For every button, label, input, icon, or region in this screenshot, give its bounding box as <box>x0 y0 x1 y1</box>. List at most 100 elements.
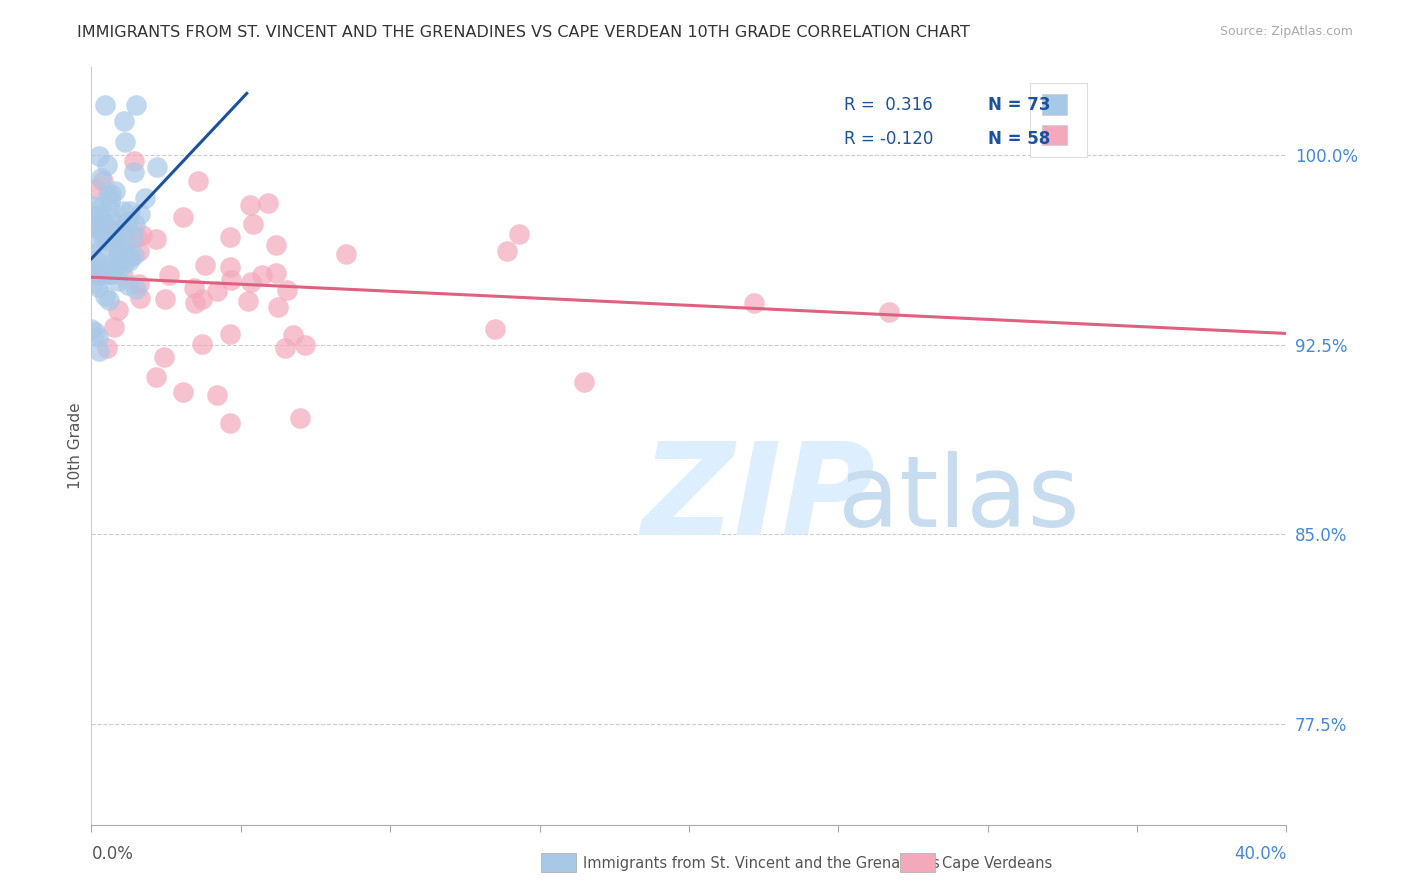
Point <box>183 281 205 295</box>
Point <box>131 227 153 242</box>
Point <box>122 230 145 244</box>
Point <box>110 239 132 253</box>
Point <box>101 239 124 253</box>
Point <box>82 276 104 290</box>
Point <box>94 289 117 303</box>
Point <box>90 223 112 237</box>
Point <box>94 229 117 244</box>
Text: IMMIGRANTS FROM ST. VINCENT AND THE GRENADINES VS CAPE VERDEAN 10TH GRADE CORREL: IMMIGRANTS FROM ST. VINCENT AND THE GREN… <box>77 25 970 40</box>
Point <box>117 254 139 268</box>
Point <box>335 247 357 261</box>
Point <box>98 202 121 217</box>
Point <box>93 215 115 229</box>
Point <box>87 268 110 282</box>
Text: R = -0.120: R = -0.120 <box>844 130 934 148</box>
Point <box>117 214 139 228</box>
Point <box>89 209 111 223</box>
Point <box>87 149 110 163</box>
Point <box>87 280 110 294</box>
Point <box>572 376 595 390</box>
Point <box>100 224 122 238</box>
Point <box>84 325 107 339</box>
Point <box>257 196 280 211</box>
Point <box>91 262 114 277</box>
Point <box>240 275 263 289</box>
Point <box>103 235 125 250</box>
Point <box>128 277 150 292</box>
Point <box>190 337 212 351</box>
Point <box>94 97 117 112</box>
Point <box>100 212 122 227</box>
Point <box>103 222 125 236</box>
Point <box>128 244 150 258</box>
Point <box>86 262 108 277</box>
Point <box>97 187 120 202</box>
Point <box>97 293 120 307</box>
Point <box>145 160 167 174</box>
Point <box>107 241 129 255</box>
Point <box>219 229 242 244</box>
Text: Source: ZipAtlas.com: Source: ZipAtlas.com <box>1219 25 1353 38</box>
Point <box>117 278 139 293</box>
Point <box>114 244 136 259</box>
Point <box>187 174 209 188</box>
Point <box>112 258 135 272</box>
Point <box>266 300 288 314</box>
Point <box>86 210 108 224</box>
Point <box>274 341 297 355</box>
Legend: , : , <box>1031 83 1087 157</box>
Point <box>184 295 207 310</box>
Point <box>239 198 262 212</box>
Point <box>101 255 124 269</box>
Point <box>191 292 214 306</box>
Point <box>242 217 264 231</box>
Point <box>120 250 142 264</box>
Point <box>877 304 900 318</box>
Point <box>112 114 135 128</box>
Point <box>742 296 765 310</box>
Point <box>219 326 242 341</box>
Point <box>112 233 135 247</box>
Point <box>129 206 152 220</box>
Text: atlas: atlas <box>838 450 1080 548</box>
Point <box>107 303 129 318</box>
Point <box>145 370 167 384</box>
Point <box>159 268 181 282</box>
Point <box>125 229 148 244</box>
Point <box>86 253 108 268</box>
Point <box>194 258 217 272</box>
Point <box>264 266 287 280</box>
Point <box>218 260 240 275</box>
Point <box>80 321 103 335</box>
Point <box>122 165 145 179</box>
Point <box>96 158 118 172</box>
Point <box>276 283 298 297</box>
Point <box>93 268 115 282</box>
Text: R =  0.316: R = 0.316 <box>844 95 934 114</box>
Point <box>281 328 304 343</box>
Point <box>83 252 105 267</box>
Point <box>125 282 148 296</box>
Point <box>90 200 112 214</box>
Point <box>91 174 114 188</box>
Point <box>496 244 519 258</box>
Point <box>153 350 176 364</box>
Point <box>111 204 134 219</box>
Point <box>107 274 129 288</box>
Point <box>122 247 145 261</box>
Text: 0.0%: 0.0% <box>91 846 134 863</box>
Point <box>145 232 167 246</box>
Point <box>120 203 142 218</box>
Point <box>104 253 127 268</box>
Point <box>107 249 129 263</box>
Point <box>107 256 129 270</box>
Point <box>129 292 152 306</box>
Point <box>288 411 311 425</box>
Point <box>103 320 125 334</box>
Point <box>112 226 135 240</box>
Text: N = 58: N = 58 <box>987 130 1050 148</box>
Point <box>104 228 127 243</box>
Point <box>90 215 112 229</box>
Point <box>219 416 242 430</box>
Point <box>125 97 148 112</box>
